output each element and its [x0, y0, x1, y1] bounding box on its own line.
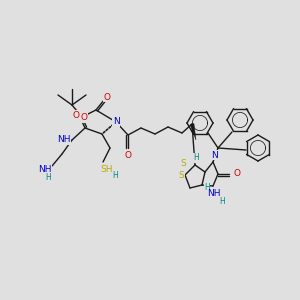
- Text: H: H: [204, 184, 210, 193]
- Text: H: H: [112, 172, 118, 181]
- Text: O: O: [233, 169, 241, 178]
- Text: NH: NH: [207, 190, 221, 199]
- Text: S: S: [180, 158, 186, 167]
- Text: O: O: [103, 92, 110, 101]
- Text: SH: SH: [101, 164, 113, 173]
- Text: N: N: [211, 151, 218, 160]
- Text: H: H: [193, 154, 199, 163]
- Text: S: S: [178, 172, 184, 181]
- Polygon shape: [190, 124, 196, 140]
- Text: H: H: [219, 196, 225, 206]
- Text: NH: NH: [57, 136, 71, 145]
- Text: O: O: [73, 110, 80, 119]
- Text: O: O: [124, 152, 131, 160]
- Text: NH: NH: [38, 164, 52, 173]
- Text: O: O: [80, 113, 88, 122]
- Text: N: N: [112, 118, 119, 127]
- Text: H: H: [45, 172, 51, 182]
